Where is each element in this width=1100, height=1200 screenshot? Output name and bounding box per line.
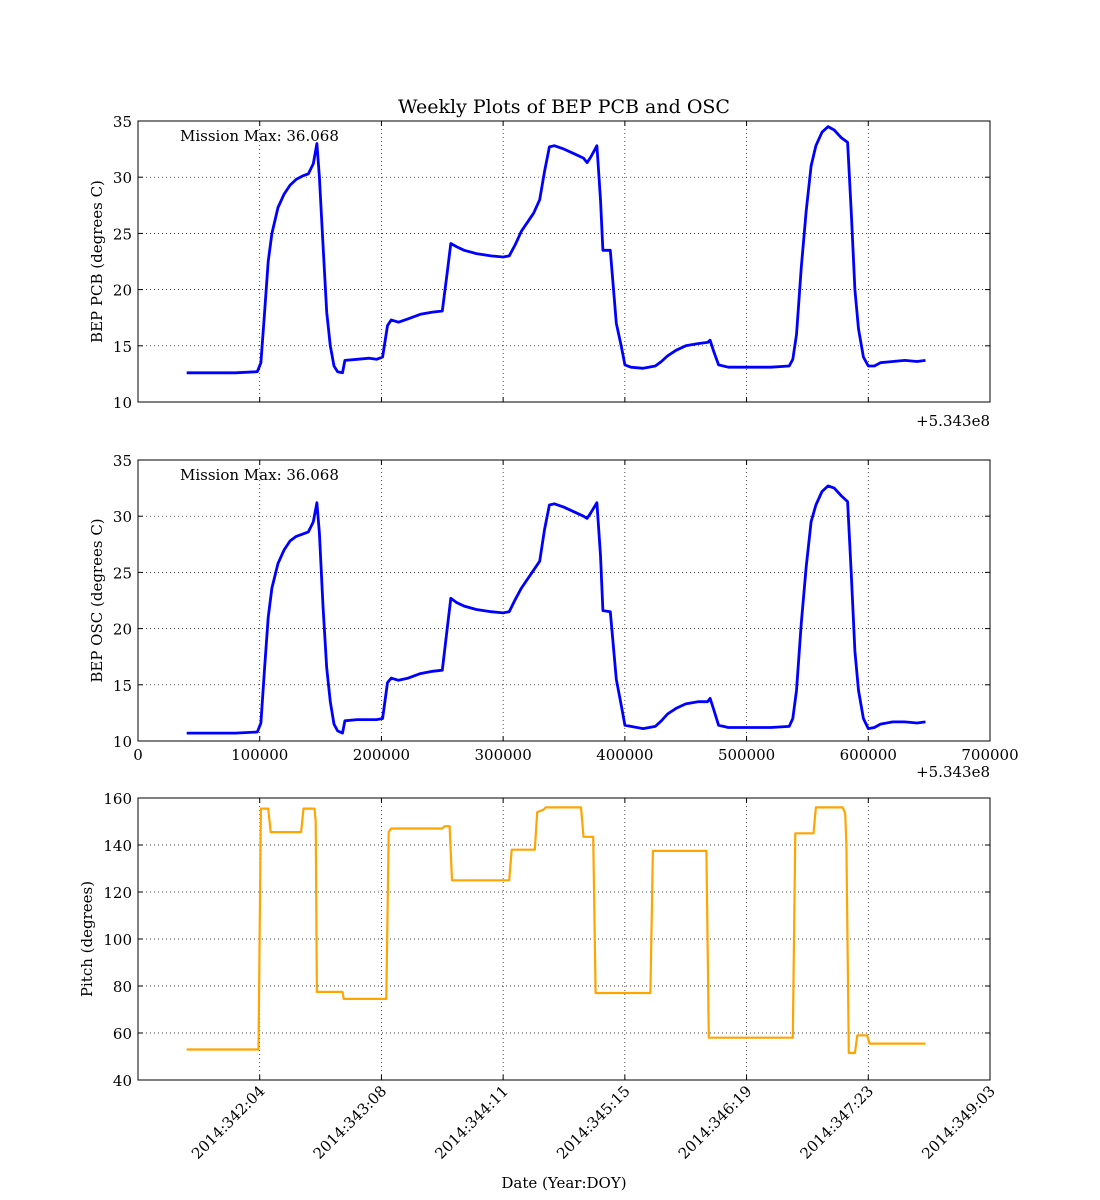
mission-max-annotation: Mission Max: 36.068 <box>180 466 339 484</box>
figure-title: Weekly Plots of BEP PCB and OSC <box>398 96 730 118</box>
y-tick-label: 30 <box>113 169 132 187</box>
y-tick-label: 15 <box>113 677 132 695</box>
x-tick-label: 400000 <box>596 746 653 764</box>
x-tick-label: 2014:345:15 <box>553 1082 634 1163</box>
mission-max-annotation: Mission Max: 36.068 <box>180 127 339 145</box>
series-line <box>186 484 926 735</box>
y-tick-label: 10 <box>113 733 132 751</box>
y-tick-label: 15 <box>113 338 132 356</box>
x-tick-label: 2014:349:03 <box>918 1082 999 1163</box>
x-tick-label: 200000 <box>353 746 410 764</box>
y-axis-label: Pitch (degrees) <box>78 881 96 997</box>
x-offset-label: +5.343e8 <box>916 763 990 781</box>
y-tick-label: 60 <box>113 1025 132 1043</box>
x-tick-label: 2014:342:04 <box>188 1082 269 1163</box>
y-tick-label: 25 <box>113 564 132 582</box>
y-tick-label: 35 <box>113 113 132 131</box>
x-tick-label: 0 <box>133 746 143 764</box>
x-offset-label: +5.343e8 <box>916 412 990 430</box>
x-tick-label: 2014:347:23 <box>797 1082 878 1163</box>
y-axis-label: BEP PCB (degrees C) <box>88 180 106 343</box>
x-tick-label: 100000 <box>231 746 288 764</box>
x-tick-label: 2014:346:19 <box>675 1082 756 1163</box>
y-tick-label: 100 <box>103 931 132 949</box>
x-tick-label: 700000 <box>961 746 1018 764</box>
series-line <box>186 806 926 1055</box>
y-tick-label: 20 <box>113 282 132 300</box>
series-line <box>186 125 926 375</box>
y-tick-label: 120 <box>103 884 132 902</box>
y-axis-label: BEP OSC (degrees C) <box>88 518 106 682</box>
y-tick-label: 35 <box>113 452 132 470</box>
y-tick-label: 140 <box>103 837 132 855</box>
x-tick-label: 600000 <box>840 746 897 764</box>
x-tick-label: 500000 <box>718 746 775 764</box>
chart-pitch: 40 60 80 100 120 140 160 2014:342:04 2014:343:08… <box>78 790 999 1192</box>
y-tick-label: 40 <box>113 1072 132 1090</box>
y-tick-label: 10 <box>113 394 132 412</box>
chart-pcb: 10 15 20 25 30 35 +5.343e8 Mission Max: 36.068 B… <box>88 113 991 430</box>
y-tick-label: 25 <box>113 225 132 243</box>
x-tick-label: 2014:344:11 <box>431 1082 512 1163</box>
y-tick-label: 160 <box>103 790 132 808</box>
x-axis-label: Date (Year:DOY) <box>501 1174 626 1192</box>
plot-frame <box>137 120 991 403</box>
x-tick-label: 300000 <box>475 746 532 764</box>
plot-frame <box>137 459 991 742</box>
y-tick-label: 80 <box>113 978 132 996</box>
y-tick-label: 20 <box>113 621 132 639</box>
chart-osc: 10 15 20 25 30 35 0 100000 200000 300000 400000 500… <box>88 452 1019 781</box>
x-tick-label: 2014:343:08 <box>310 1082 391 1163</box>
y-tick-label: 30 <box>113 508 132 526</box>
